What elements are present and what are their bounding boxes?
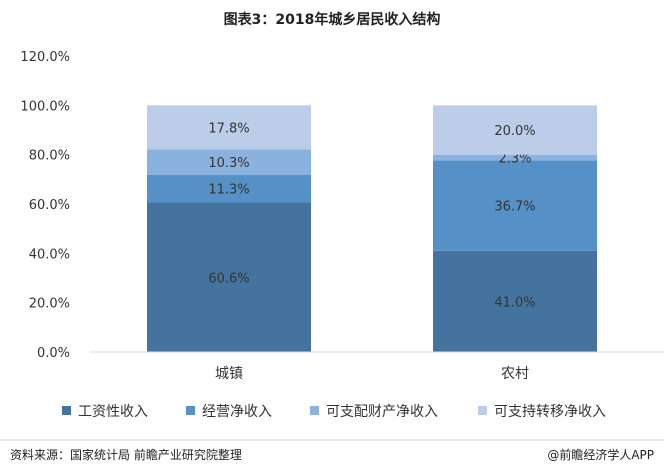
- data-label: 20.0%: [494, 124, 535, 139]
- legend-label: 经营净收入: [202, 404, 272, 420]
- legend-label: 可支配财产净收入: [326, 404, 438, 420]
- y-tick-label: 80.0%: [29, 149, 70, 164]
- bar-segment: [147, 105, 311, 150]
- data-label: 10.3%: [208, 156, 249, 171]
- x-axis: 城镇 农村: [90, 351, 664, 382]
- bar-segment: [433, 160, 597, 251]
- bars: 60.6% 11.3% 10.3% 17.8% 41.0% 36.7% 2.3% 20.0%: [147, 105, 597, 352]
- bar-segment: [433, 154, 597, 161]
- data-label: 36.7%: [494, 200, 535, 215]
- y-tick-label: 0.0%: [37, 346, 70, 361]
- y-tick-label: 120.0%: [20, 50, 70, 65]
- source-note: 资料来源：国家统计局 前瞻产业研究院整理: [10, 447, 242, 462]
- y-tick-label: 40.0%: [29, 247, 70, 262]
- data-label: 60.6%: [208, 271, 249, 286]
- y-tick-label: 100.0%: [20, 99, 70, 114]
- y-axis: 0.0% 20.0% 40.0% 60.0% 80.0% 100.0% 120.0%: [20, 50, 70, 361]
- legend-swatch: [186, 406, 195, 415]
- x-category-label: 农村: [501, 366, 529, 382]
- chart-title: 图表3：2018年城乡居民收入结构: [224, 11, 441, 28]
- legend-swatch: [478, 406, 487, 415]
- y-tick-label: 60.0%: [29, 198, 70, 213]
- bar-segment: [433, 250, 597, 352]
- bar-segment: [147, 202, 311, 352]
- bar-segment: [147, 149, 311, 175]
- legend-label: 工资性收入: [78, 404, 148, 420]
- data-label: 2.3%: [498, 152, 531, 167]
- bar-segment: [433, 105, 597, 155]
- x-category-label: 城镇: [215, 366, 243, 382]
- bar-segment: [147, 174, 311, 203]
- y-tick-label: 20.0%: [29, 297, 70, 312]
- legend-swatch: [62, 406, 71, 415]
- legend-swatch: [310, 406, 319, 415]
- legend-label: 可支持转移净收入: [494, 404, 606, 420]
- data-label: 41.0%: [494, 295, 535, 310]
- data-label: 17.8%: [208, 121, 249, 136]
- data-label: 11.3%: [208, 183, 249, 198]
- legend: 工资性收入 经营净收入 可支配财产净收入 可支持转移净收入: [62, 404, 606, 420]
- brand-note: @前瞻经济学人APP: [547, 447, 654, 462]
